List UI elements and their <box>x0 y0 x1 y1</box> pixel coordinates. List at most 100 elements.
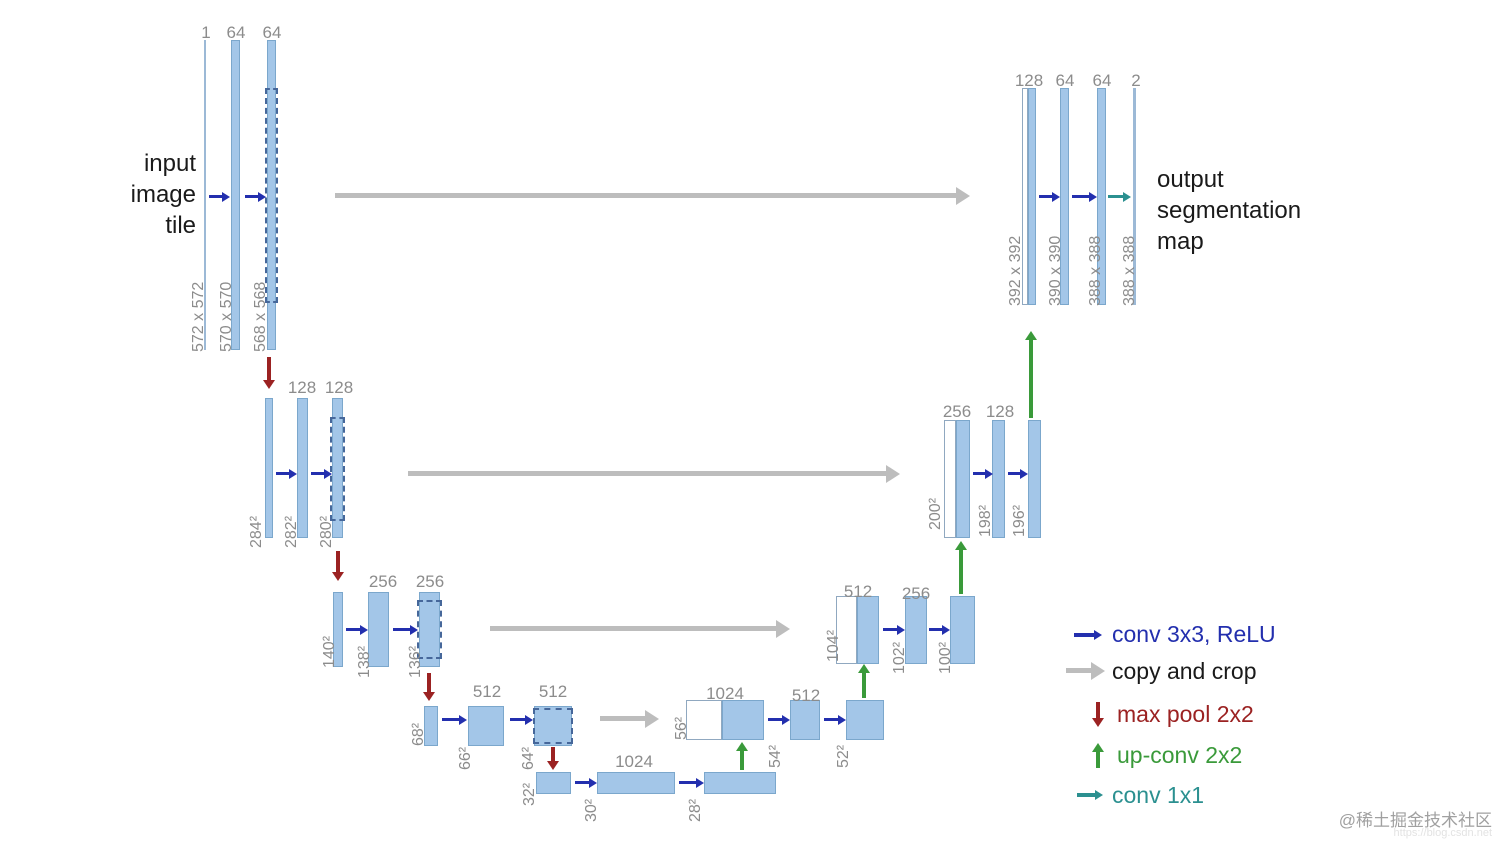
size-label: 52² <box>835 744 852 768</box>
size-label: 28² <box>687 798 704 822</box>
legend-conv3x3: conv 3x3, ReLU <box>1112 621 1276 647</box>
size-label: 138² <box>356 645 373 678</box>
size-label: 200² <box>927 497 944 530</box>
channel-label: 2 <box>1131 71 1141 90</box>
size-label: 32² <box>521 782 538 806</box>
dec3-feature-map-a <box>905 596 927 664</box>
dec4-feature-map-a <box>790 700 820 740</box>
conv-arrow-icon <box>311 472 324 475</box>
copy-crop-arrow-icon <box>490 626 776 631</box>
enc3-input-map <box>333 592 343 667</box>
max-pool-arrow-icon <box>336 551 340 572</box>
channel-label: 64 <box>1092 71 1112 90</box>
dec4-upconv-map <box>722 700 764 740</box>
channel-label: 1 <box>201 23 211 42</box>
input-image-tile-label: input image tile <box>92 148 196 241</box>
up-conv-arrow-icon <box>740 751 744 770</box>
size-label: 284² <box>248 515 265 548</box>
dec1-feature-map-b <box>1097 88 1106 305</box>
size-label: 570 x 570 <box>218 281 235 352</box>
copy-crop-arrow-icon <box>408 471 886 476</box>
size-label: 388 x 388 <box>1121 235 1138 306</box>
dec3-copied-map <box>836 596 857 664</box>
output-segmentation-map-label: output segmentation map <box>1157 164 1357 257</box>
dec2-copied-map <box>944 420 956 538</box>
dec1-upconv-map <box>1028 88 1036 305</box>
copy-crop-arrow-icon <box>600 716 645 721</box>
conv-arrow-icon <box>973 472 985 475</box>
conv-arrow-icon <box>575 781 589 784</box>
conv-arrow-icon <box>883 628 897 631</box>
size-label: 198² <box>977 504 994 537</box>
size-label: 388 x 388 <box>1087 235 1104 306</box>
dec2-feature-map-a <box>992 420 1005 538</box>
channel-label: 128 <box>985 402 1015 421</box>
dec4-copied-map <box>686 700 722 740</box>
conv-arrow-icon <box>510 718 525 721</box>
size-label: 136² <box>407 645 424 678</box>
dec1-copied-map <box>1022 88 1028 305</box>
channel-label: 256 <box>942 402 972 421</box>
label-line: segmentation <box>1157 197 1302 224</box>
conv-arrow-icon <box>1072 195 1089 198</box>
channel-label: 128 <box>1014 71 1044 90</box>
conv1x1-arrow-icon <box>1077 793 1095 797</box>
conv-arrow-icon <box>1039 195 1052 198</box>
channel-label: 512 <box>538 682 568 701</box>
size-label: 64² <box>520 746 537 770</box>
enc4-input-map <box>424 706 438 746</box>
conv-arrow-icon <box>209 195 222 198</box>
channel-label: 512 <box>843 582 873 601</box>
label-line: tile <box>165 212 196 239</box>
legend-up-conv: up-conv 2x2 <box>1117 742 1243 768</box>
size-label: 54² <box>767 744 784 768</box>
conv-arrow-icon <box>768 718 782 721</box>
channel-label: 1024 <box>615 752 653 771</box>
enc1-feature-map-b <box>267 40 276 350</box>
copy-crop-arrow-icon <box>335 193 956 198</box>
conv-arrow-icon <box>679 781 696 784</box>
enc3-feature-map-b <box>419 592 440 667</box>
size-label: 280² <box>318 515 335 548</box>
size-label: 100² <box>937 641 954 674</box>
size-label: 392 x 392 <box>1007 235 1024 306</box>
legend-conv1x1: conv 1x1 <box>1112 782 1205 808</box>
dec3-feature-map-b <box>950 596 975 664</box>
enc4-crop-outline <box>533 708 573 744</box>
bottleneck-feature-map-a <box>597 772 675 794</box>
conv1x1-arrow-icon <box>1108 195 1123 198</box>
max-pool-arrow-icon <box>1096 702 1100 718</box>
bottleneck-input-map <box>536 772 571 794</box>
enc1-feature-map-a <box>231 40 240 350</box>
dec2-upconv-map <box>956 420 970 538</box>
size-label: 572 x 572 <box>190 281 207 352</box>
dec1-feature-map-a <box>1060 88 1069 305</box>
conv-arrow-icon <box>393 628 410 631</box>
watermark-sub: https://blog.csdn.net <box>1393 827 1492 839</box>
enc3-crop-outline <box>417 600 442 659</box>
dec1-output-map <box>1133 88 1136 305</box>
size-label: 568 x 568 <box>252 281 269 352</box>
legend-copy-crop: copy and crop <box>1112 658 1257 684</box>
enc2-crop-outline <box>330 417 345 521</box>
label-line: image <box>130 181 196 208</box>
conv-arrow-icon <box>824 718 838 721</box>
conv-arrow-icon <box>245 195 258 198</box>
size-label: 140² <box>321 635 338 668</box>
enc3-feature-map-a <box>368 592 389 667</box>
channel-label: 64 <box>1055 71 1075 90</box>
channel-label: 512 <box>791 686 821 705</box>
channel-label: 256 <box>901 584 931 603</box>
channel-label: 1024 <box>706 684 744 703</box>
dec3-upconv-map <box>857 596 879 664</box>
size-label: 66² <box>457 746 474 770</box>
channel-label: 64 <box>226 23 246 42</box>
size-label: 68² <box>410 722 427 746</box>
conv-arrow-icon <box>346 628 360 631</box>
enc2-feature-map-b <box>332 398 343 538</box>
channel-label: 128 <box>287 378 317 397</box>
enc2-input-map <box>265 398 273 538</box>
size-label: 102² <box>891 641 908 674</box>
size-label: 282² <box>283 515 300 548</box>
